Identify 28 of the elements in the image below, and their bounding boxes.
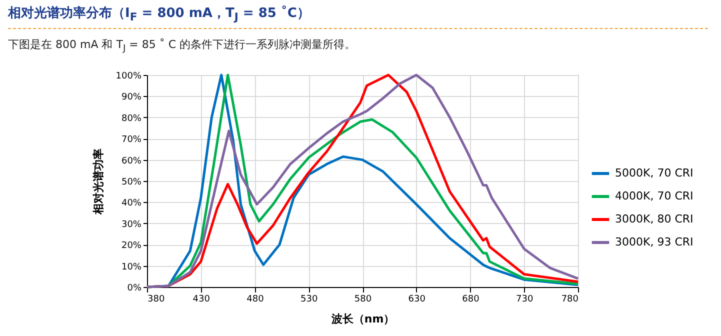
y-tick-label: 70%	[121, 135, 142, 146]
x-tick-label: 580	[354, 294, 372, 304]
legend-label: 5000K, 70 CRI	[615, 166, 694, 180]
y-tick-label: 80%	[121, 114, 142, 124]
x-tick-label: 630	[408, 294, 426, 304]
x-tick-label: 780	[561, 294, 579, 304]
y-axis-title: 相对光谱功率	[92, 148, 105, 216]
x-axis-title: 波长（nm）	[330, 312, 395, 326]
y-tick-label: 100%	[116, 72, 142, 82]
y-tick-label: 30%	[121, 220, 142, 230]
y-tick-label: 0%	[127, 284, 142, 294]
x-tick-label: 730	[516, 294, 534, 304]
legend-label: 3000K, 80 CRI	[615, 212, 694, 226]
y-tick-label: 20%	[121, 241, 142, 252]
x-tick-label: 680	[462, 294, 480, 304]
legend-label: 4000K, 70 CRI	[615, 190, 694, 202]
y-tick-label: 40%	[121, 198, 142, 209]
x-tick-label: 480	[246, 294, 264, 304]
y-tick-label: 90%	[121, 92, 142, 103]
x-tick-label: 430	[192, 294, 210, 304]
chart-subtitle: 下图是在 800 mA 和 T$_{J}$ = 85 ˚ C 的条件下进行一系列脉冲测量所得。	[8, 36, 357, 54]
y-tick-label: 50%	[121, 178, 142, 188]
chart-title: 相对光谱功率分布（I$_{F}$ = 800 mA，T$_{J}$ = 85 ˚C）	[8, 0, 708, 29]
x-tick-label: 530	[300, 294, 318, 304]
x-tick-label: 380	[148, 294, 165, 304]
y-tick-label: 10%	[121, 262, 142, 272]
y-tick-label: 60%	[121, 156, 142, 166]
legend-label: 3000K, 93 CRI	[615, 236, 694, 248]
